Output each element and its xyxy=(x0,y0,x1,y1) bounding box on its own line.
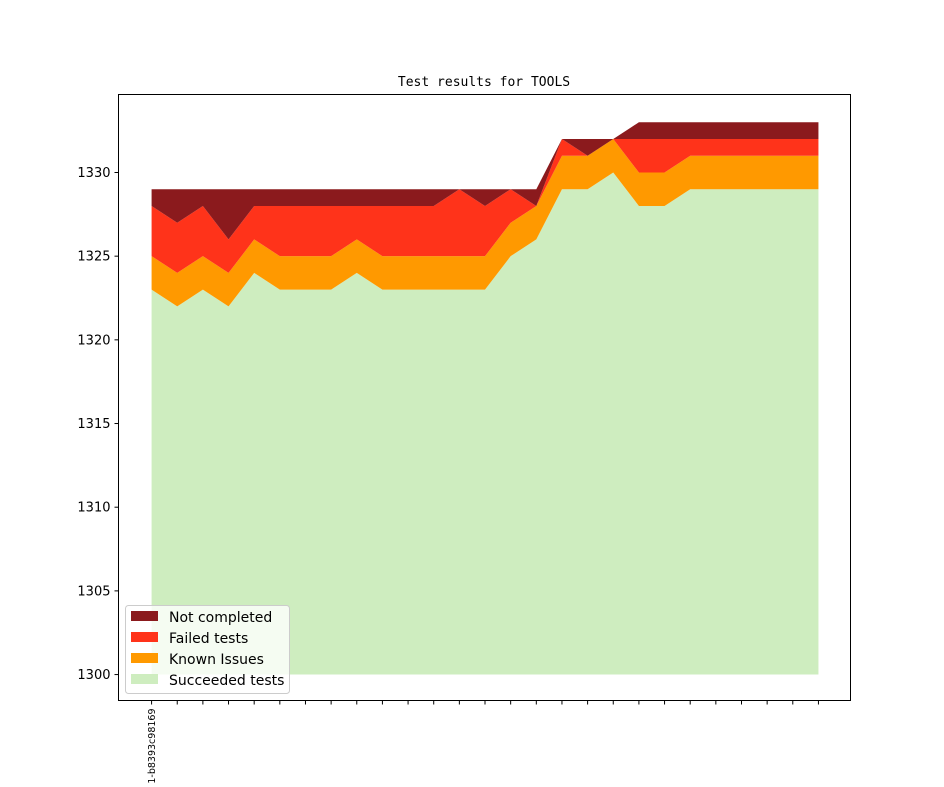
y-tick-label: 1315 xyxy=(77,417,110,432)
area-failed-tests xyxy=(151,139,819,273)
y-axis: 1300 1305 1310 1315 1320 1325 1330 xyxy=(77,166,119,683)
y-tick-label: 1310 xyxy=(77,501,110,516)
x-tick-label: 1-b8393c98169 xyxy=(147,709,158,784)
legend-swatch xyxy=(131,611,158,621)
area-succeeded-tests xyxy=(151,172,819,675)
area-known-issues xyxy=(151,139,819,307)
y-tick-label: 1320 xyxy=(77,333,110,348)
legend-label: Not completed xyxy=(169,610,272,626)
legend-swatch xyxy=(131,632,158,642)
x-axis: 1-b8393c98169 xyxy=(147,700,819,784)
chart-title: Test results for TOOLS xyxy=(398,75,570,90)
y-tick-label: 1325 xyxy=(77,250,110,265)
legend-label: Succeeded tests xyxy=(169,673,284,689)
legend-label: Failed tests xyxy=(169,631,248,647)
legend-swatch xyxy=(131,653,158,663)
area-not-completed xyxy=(151,122,819,240)
legend: Not completed Failed tests Known Issues Suc… xyxy=(125,605,290,694)
y-tick-label: 1305 xyxy=(77,584,110,599)
axes-frame xyxy=(118,94,851,701)
y-tick-label: 1330 xyxy=(77,166,110,181)
areas xyxy=(151,122,819,675)
legend-swatch xyxy=(131,674,158,684)
legend-box xyxy=(125,605,290,694)
y-tick-label: 1300 xyxy=(77,668,110,683)
legend-label: Known Issues xyxy=(169,652,264,668)
